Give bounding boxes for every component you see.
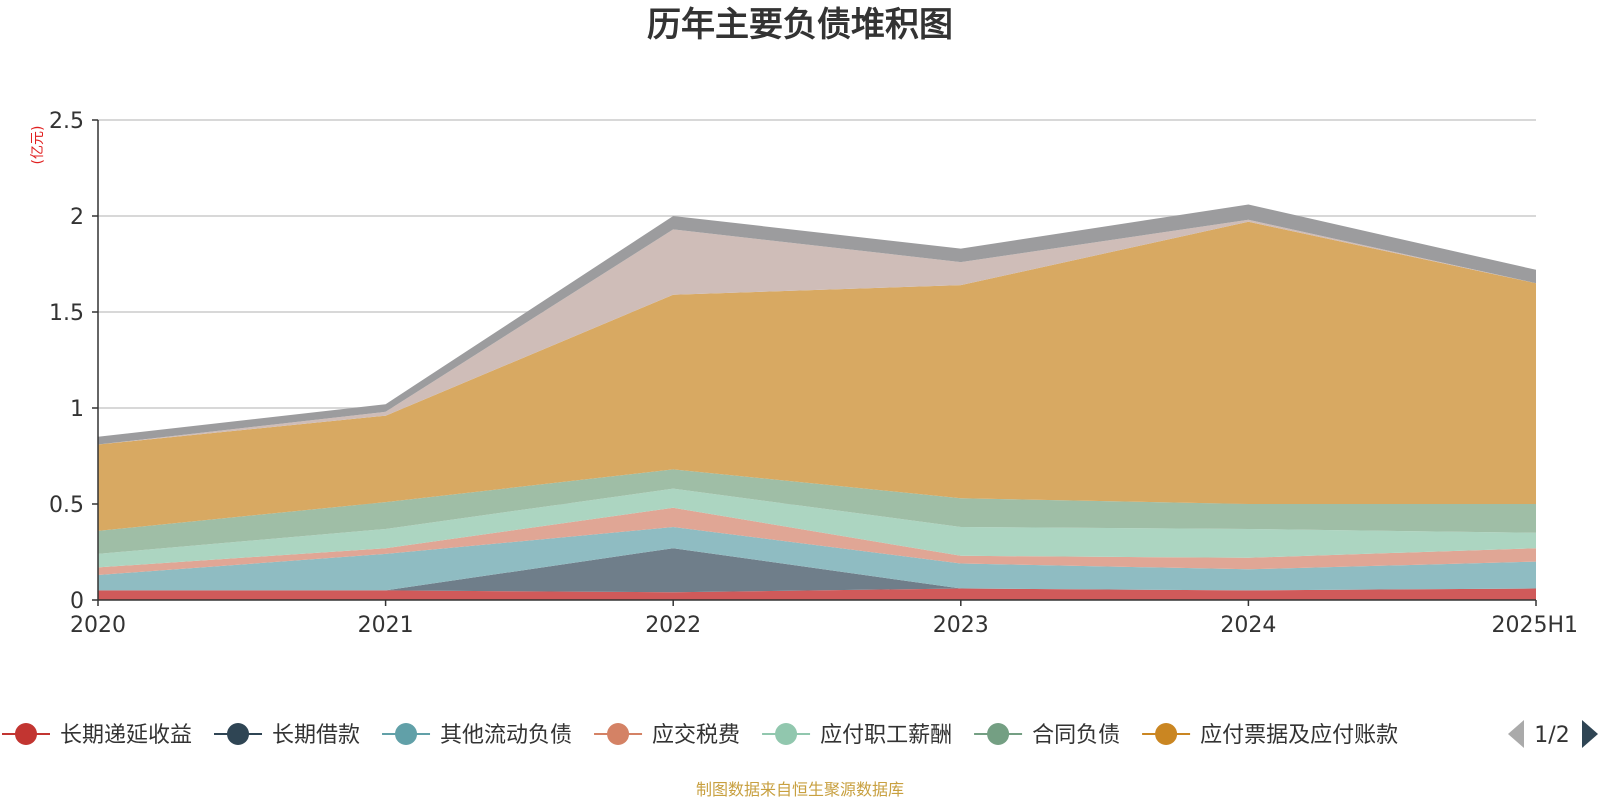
legend-page-text: 1/2: [1534, 723, 1569, 748]
legend-pager: 1/2: [1508, 720, 1598, 748]
y-tick-label-2: 1: [70, 397, 84, 422]
legend-label: 应交税费: [652, 723, 740, 748]
area-series-0: [98, 588, 1536, 600]
axes: [92, 119, 1537, 606]
area-series: [98, 204, 1536, 600]
x-tick-label-5: 2025H1: [1491, 613, 1578, 638]
legend-item-2[interactable]: 其他流动负债: [382, 723, 572, 748]
area-series-4: [98, 488, 1536, 568]
area-series-8: [98, 204, 1536, 445]
x-tick-label-2: 2022: [645, 613, 701, 638]
legend-item-3[interactable]: 应交税费: [594, 723, 740, 748]
x-tick-label-0: 2020: [70, 613, 126, 638]
x-tick-label-3: 2023: [933, 613, 989, 638]
tick-labels: 0 0.5 1 1.5 2 2.5 2020 2021 2022 2023 2024 2025H1: [49, 109, 1578, 638]
y-axis-unit-label: (亿元): [30, 126, 46, 165]
legend-prev-icon[interactable]: [1508, 720, 1524, 748]
area-series-5: [98, 469, 1536, 554]
legend-label: 长期递延收益: [60, 723, 192, 748]
legend-label: 其他流动负债: [440, 723, 572, 748]
x-tick-label-4: 2024: [1220, 613, 1276, 638]
legend-circle-icon: [227, 723, 250, 745]
y-tick-label-3: 1.5: [49, 301, 84, 326]
area-series-7: [98, 219, 1536, 445]
chart-title: 历年主要负债堆积图: [647, 5, 953, 45]
x-tick-label-1: 2021: [358, 613, 414, 638]
legend-label: 应付票据及应付账款: [1200, 723, 1398, 748]
data-source-note: 制图数据来自恒生聚源数据库: [696, 780, 904, 799]
legend: 长期递延收益 长期借款 其他流动负债 应交税费 应付职工薪酬 合同负债 应付票据及应付账款: [2, 723, 1398, 748]
area-series-3: [98, 507, 1536, 575]
legend-circle-icon: [987, 723, 1010, 745]
legend-circle-icon: [15, 723, 37, 745]
y-tick-label-0: 0: [70, 589, 84, 614]
legend-circle-icon: [395, 723, 418, 745]
legend-circle-icon: [775, 723, 798, 745]
legend-label: 应付职工薪酬: [820, 723, 952, 748]
y-tick-label-5: 2.5: [49, 109, 84, 134]
area-series-1: [98, 548, 1536, 593]
legend-item-6[interactable]: 应付票据及应付账款: [1142, 723, 1398, 748]
legend-next-icon[interactable]: [1582, 720, 1598, 748]
legend-circle-icon: [607, 723, 630, 745]
y-tick-label-4: 2: [70, 205, 84, 230]
legend-item-5[interactable]: 合同负债: [974, 723, 1120, 748]
legend-item-0[interactable]: 长期递延收益: [2, 723, 192, 748]
legend-item-4[interactable]: 应付职工薪酬: [762, 723, 952, 748]
area-series-6: [98, 221, 1536, 531]
legend-label: 长期借款: [272, 723, 360, 748]
area-series-2: [98, 527, 1536, 591]
y-tick-label-1: 0.5: [49, 493, 84, 518]
legend-label: 合同负债: [1032, 723, 1120, 748]
legend-circle-icon: [1155, 723, 1178, 745]
legend-item-1[interactable]: 长期借款: [214, 723, 360, 748]
